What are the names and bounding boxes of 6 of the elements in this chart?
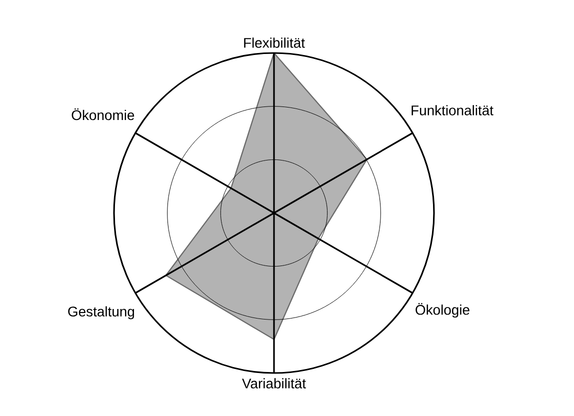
- spoke-label: Flexibilität: [244, 38, 305, 48]
- spoke-label: Variabilität: [242, 378, 306, 388]
- spoke-label: Funktionalität: [412, 105, 494, 116]
- spoke-label: Ökologie: [416, 302, 470, 318]
- spoke-label: Gestaltung: [68, 306, 134, 320]
- spoke-label: Ökonomie: [72, 108, 134, 120]
